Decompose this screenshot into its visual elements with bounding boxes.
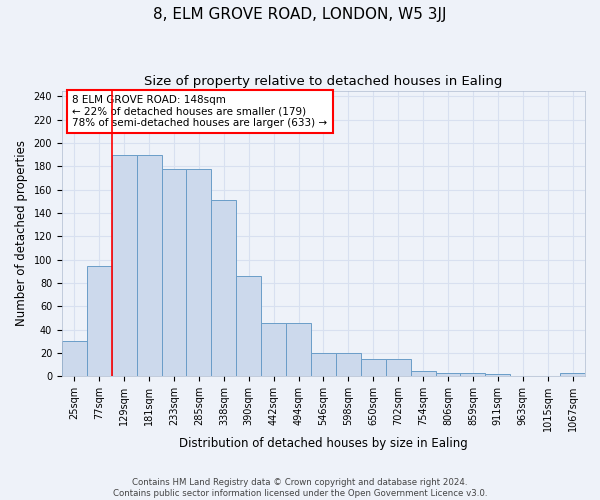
Bar (211, 200, 236, 376)
Bar (112, 154, 137, 376)
Bar (386, 359, 410, 376)
Text: 8, ELM GROVE ROAD, LONDON, W5 3JJ: 8, ELM GROVE ROAD, LONDON, W5 3JJ (153, 8, 447, 22)
Bar (87, 266, 112, 376)
Bar (485, 374, 510, 376)
Bar (410, 370, 436, 376)
Text: 8 ELM GROVE ROAD: 148sqm
← 22% of detached houses are smaller (179)
78% of semi-: 8 ELM GROVE ROAD: 148sqm ← 22% of detach… (73, 95, 328, 128)
Title: Size of property relative to detached houses in Ealing: Size of property relative to detached ho… (144, 75, 503, 88)
Bar (460, 373, 485, 376)
Bar (137, 154, 161, 376)
Text: Contains HM Land Registry data © Crown copyright and database right 2024.
Contai: Contains HM Land Registry data © Crown c… (113, 478, 487, 498)
Bar (336, 353, 361, 376)
Bar (261, 322, 286, 376)
Bar (62, 342, 87, 376)
Bar (560, 373, 585, 376)
Bar (311, 353, 336, 376)
Bar (286, 322, 311, 376)
Y-axis label: Number of detached properties: Number of detached properties (15, 140, 28, 326)
Bar (161, 168, 187, 376)
Bar (436, 373, 460, 376)
Bar (236, 276, 261, 376)
X-axis label: Distribution of detached houses by size in Ealing: Distribution of detached houses by size … (179, 437, 468, 450)
Bar (361, 359, 386, 376)
Bar (187, 168, 211, 376)
